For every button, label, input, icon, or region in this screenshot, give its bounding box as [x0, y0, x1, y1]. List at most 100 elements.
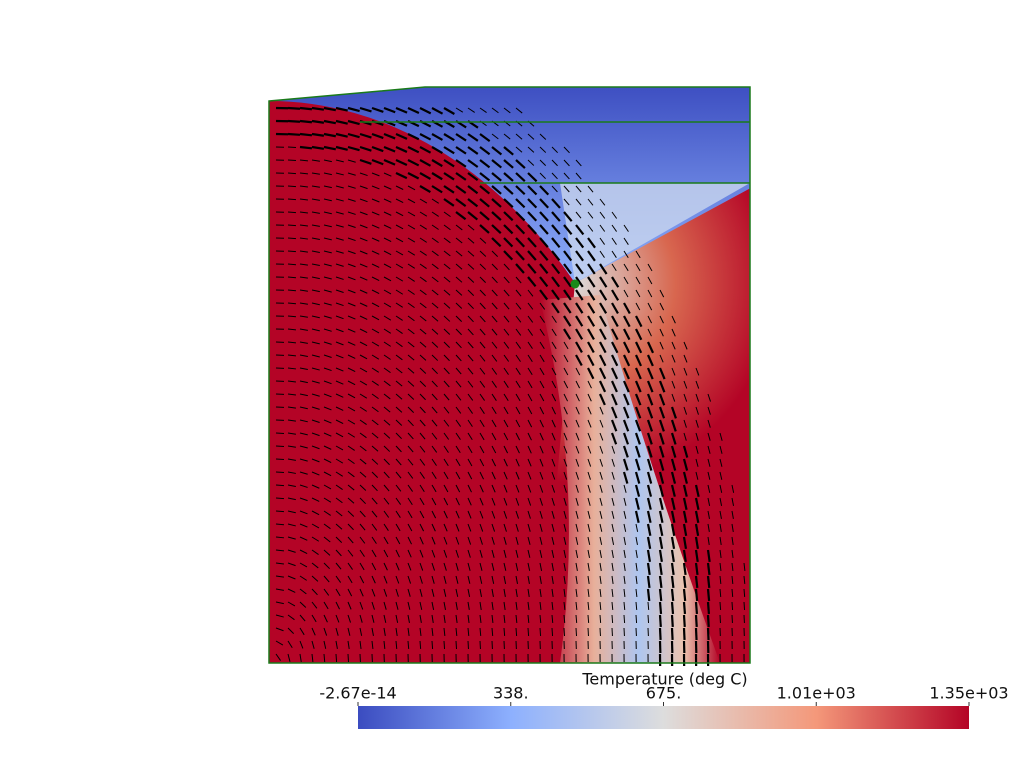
glyph: [635, 588, 638, 598]
glyph: [299, 640, 304, 649]
glyph: [311, 328, 320, 332]
glyph: [706, 562, 711, 576]
glyph: [587, 250, 596, 262]
glyph: [431, 237, 439, 244]
glyph: [503, 237, 514, 248]
glyph: [323, 328, 332, 332]
glyph: [611, 497, 615, 506]
glyph: [395, 601, 399, 610]
glyph: [335, 640, 338, 649]
glyph: [455, 445, 461, 454]
glyph: [491, 289, 498, 297]
glyph: [419, 211, 428, 217]
glyph: [575, 185, 582, 193]
glyph: [287, 159, 297, 162]
glyph: [491, 185, 502, 195]
glyph: [575, 549, 579, 558]
glyph: [563, 562, 566, 571]
glyph: [646, 406, 654, 419]
glyph: [311, 432, 320, 437]
glyph: [539, 250, 549, 261]
glyph: [467, 289, 475, 296]
glyph: [539, 263, 549, 275]
glyph: [407, 575, 412, 584]
glyph: [599, 367, 607, 380]
glyph: [287, 276, 297, 279]
glyph: [599, 354, 607, 367]
glyph: [299, 185, 309, 188]
glyph: [647, 315, 653, 324]
glyph: [503, 133, 511, 140]
glyph: [455, 523, 460, 532]
glyph: [335, 497, 343, 504]
glyph: [719, 445, 723, 454]
glyph: [299, 458, 308, 462]
glyph: [479, 562, 483, 571]
glyph: [634, 354, 642, 367]
glyph: [622, 432, 630, 445]
glyph: [299, 653, 302, 662]
glyph: [359, 289, 368, 294]
glyph: [287, 211, 297, 214]
glyph: [455, 536, 460, 545]
glyph: [395, 406, 403, 413]
glyph: [527, 458, 532, 467]
glyph: [455, 289, 463, 296]
glyph: [455, 224, 463, 231]
glyph: [467, 198, 479, 208]
glyph: [515, 289, 522, 297]
glyph: [359, 380, 368, 386]
glyph: [539, 406, 545, 415]
glyph: [431, 497, 437, 506]
glyph: [527, 419, 533, 428]
glyph: [539, 471, 544, 480]
glyph: [455, 133, 467, 142]
glyph: [682, 627, 686, 641]
glyph: [275, 484, 285, 487]
glyph: [491, 523, 496, 532]
glyph: [479, 289, 486, 297]
glyph: [599, 211, 606, 219]
glyph: [599, 549, 602, 558]
glyph: [527, 562, 531, 571]
glyph: [347, 562, 353, 570]
glyph: [707, 458, 711, 467]
glyph: [623, 328, 631, 341]
glyph: [287, 341, 297, 344]
glyph: [563, 419, 568, 428]
glyph: [539, 523, 543, 532]
glyph: [587, 536, 591, 545]
glyph: [287, 237, 297, 240]
glyph: [647, 601, 650, 611]
glyph: [287, 224, 297, 227]
glyph: [383, 445, 391, 452]
glyph: [299, 614, 306, 622]
glyph: [395, 562, 400, 571]
glyph: [287, 132, 301, 136]
glyph: [359, 406, 367, 412]
glyph: [479, 198, 490, 208]
glyph: [587, 302, 596, 314]
glyph: [407, 562, 412, 571]
glyph: [646, 471, 653, 484]
glyph: [515, 172, 526, 182]
glyph: [479, 445, 485, 454]
colorbar-tick-label: -2.67e-14: [319, 684, 396, 703]
glyph: [419, 432, 426, 440]
glyph: [503, 445, 509, 454]
glyph: [575, 458, 580, 467]
glyph: [694, 614, 698, 628]
glyph: [670, 536, 676, 550]
glyph: [323, 406, 332, 411]
glyph: [311, 588, 318, 596]
glyph: [682, 575, 687, 589]
glyph: [431, 614, 434, 623]
glyph: [479, 354, 486, 362]
glyph: [599, 536, 603, 545]
glyph: [623, 250, 629, 259]
glyph: [299, 119, 313, 124]
glyph: [407, 172, 420, 180]
glyph: [670, 627, 674, 641]
glyph: [539, 328, 545, 336]
glyph: [407, 367, 415, 374]
